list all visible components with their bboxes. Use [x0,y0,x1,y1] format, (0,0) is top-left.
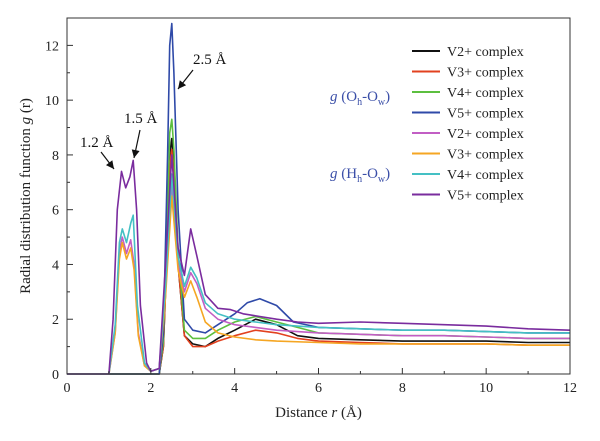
legend-label: V2+ complex [447,45,524,60]
y-tick-label: 0 [52,368,59,383]
x-tick-label: 6 [315,381,322,396]
x-tick-label: 12 [563,381,577,396]
x-tick-label: 8 [399,381,406,396]
series-lines [67,22,571,375]
legend: V2+ complex V3+ complex V4+ complex V5+ com… [412,45,524,204]
peak-annotation: 2.5 Å [193,52,227,68]
legend-label: V3+ complex [447,148,524,163]
series-line-7 [67,154,571,375]
annotation-arrowhead [105,160,114,169]
peak-annotations: 1.2 Å 1.5 Å 2.5 Å [80,52,227,170]
peak-annotation: 1.2 Å [80,135,114,151]
legend-label: V3+ complex [447,66,524,81]
legend-label: V4+ complex [447,86,524,101]
y-tick-label: 12 [45,39,59,54]
x-tick-label: 10 [479,381,493,396]
group-label: g (Oh-Ow) [330,89,390,108]
legend-label: V2+ complex [447,127,524,142]
series-line-5 [67,195,570,375]
x-tick-label: 2 [147,381,154,396]
x-axis-title: Distance r (Å) [275,405,362,421]
y-tick-label: 4 [52,258,59,273]
legend-label: V5+ complex [447,107,524,122]
legend-label: V5+ complex [447,189,524,204]
x-tick-label: 4 [231,381,238,396]
series-line-4 [67,181,570,375]
y-tick-label: 6 [52,204,59,219]
group-labels: g (Oh-Ow) g (Hh-Ow) [330,89,390,185]
peak-annotation: 1.5 Å [124,111,158,127]
annotation-arrowhead [131,149,140,158]
group-label: g (Hh-Ow) [330,166,390,185]
y-axis-title: Radial distribution function g (r) [18,98,34,294]
y-tick-label: 8 [52,149,59,164]
x-tick-label: 0 [64,381,71,396]
y-tick-label: 10 [45,94,59,109]
series-line-6 [67,173,570,375]
legend-label: V4+ complex [447,168,524,183]
annotation-arrowhead [178,80,187,89]
axis-ticks: 0 2 4 6 8 10 12 0 2 4 6 8 10 12 [45,39,577,396]
y-tick-label: 2 [52,313,59,328]
